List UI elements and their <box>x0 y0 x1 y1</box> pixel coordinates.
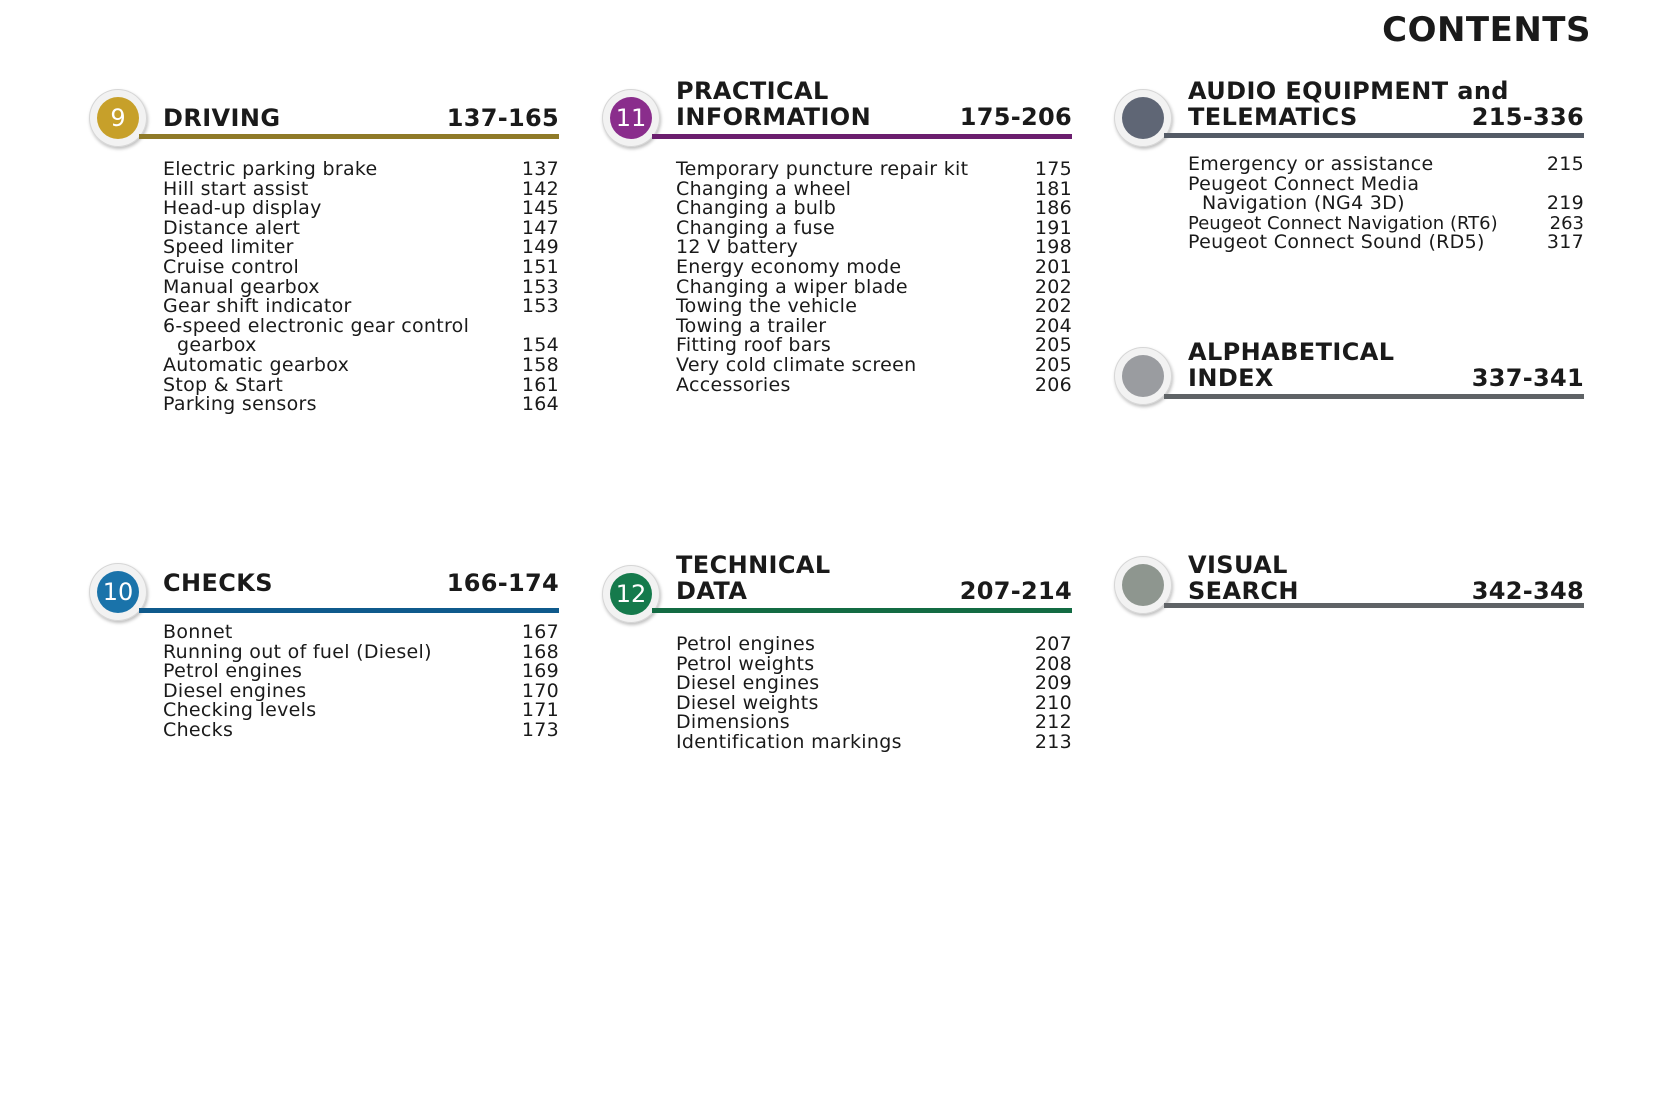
list-item[interactable]: Checks 173 <box>163 718 559 741</box>
section-page-range: 207-214 <box>959 577 1072 605</box>
section-title: ALPHABETICAL INDEX <box>1188 338 1395 392</box>
chapter-badge <box>1114 347 1172 405</box>
section-practical-information: 11 PRACTICAL INFORMATION 175-206 Tempora… <box>602 78 1072 394</box>
chapter-number: 10 <box>97 571 139 613</box>
list-item[interactable]: Accessories 206 <box>676 373 1072 396</box>
list-item[interactable]: Changing a wheel 181 <box>676 177 1072 200</box>
list-item[interactable]: Peugeot Connect Sound (RD5) 317 <box>1188 231 1584 254</box>
section-page-range: 137-165 <box>446 104 559 132</box>
section-rule <box>139 608 559 613</box>
chapter-disc <box>1122 355 1164 397</box>
list-item[interactable]: Cruise control 151 <box>163 255 559 278</box>
chapter-badge: 12 <box>602 565 660 623</box>
list-item[interactable]: Checking levels 171 <box>163 699 559 722</box>
list-item[interactable]: Diesel weights 210 <box>676 691 1072 714</box>
list-item[interactable]: Identification markings 213 <box>676 730 1072 753</box>
section-rule <box>1164 603 1584 608</box>
list-item[interactable]: Stop & Start 161 <box>163 373 559 396</box>
list-item[interactable]: Gear shift indicator 153 <box>163 295 559 318</box>
list-item[interactable]: Dimensions 212 <box>676 711 1072 734</box>
list-item[interactable]: Speed limiter 149 <box>163 236 559 259</box>
item-list: Electric parking brake 137 Hill start ass… <box>163 158 559 416</box>
list-item[interactable]: Changing a fuse 191 <box>676 216 1072 239</box>
item-list: Bonnet 167 Running out of fuel (Diesel) 16… <box>163 621 559 741</box>
chapter-badge: 11 <box>602 89 660 147</box>
list-item[interactable]: Automatic gearbox 158 <box>163 353 559 376</box>
list-item[interactable]: Running out of fuel (Diesel) 168 <box>163 640 559 663</box>
section-title: DRIVING <box>163 104 281 132</box>
item-list: Emergency or assistance 215 Peugeot Conne… <box>1188 153 1584 254</box>
section-page-range: 337-341 <box>1471 364 1584 392</box>
chapter-number: 11 <box>610 97 652 139</box>
list-item[interactable]: Changing a bulb 186 <box>676 197 1072 220</box>
list-item[interactable]: Towing a trailer 204 <box>676 314 1072 337</box>
list-item[interactable]: Manual gearbox 153 <box>163 275 559 298</box>
section-visual-search: VISUAL SEARCH 342-348 <box>1114 552 1584 614</box>
chapter-number: 9 <box>97 97 139 139</box>
list-item[interactable]: Diesel engines 170 <box>163 679 559 702</box>
section-driving: 9 DRIVING 137-165 Electric parking brake… <box>89 89 559 414</box>
section-rule <box>1164 133 1584 138</box>
section-title: CHECKS <box>163 569 273 597</box>
item-list: Petrol engines 207 Petrol weights 208 Dies… <box>676 633 1072 753</box>
chapter-number: 12 <box>610 573 652 615</box>
list-item[interactable]: Bonnet 167 <box>163 621 559 643</box>
section-page-range: 215-336 <box>1471 103 1584 131</box>
section-rule <box>1164 394 1584 399</box>
list-item[interactable]: Hill start assist 142 <box>163 177 559 200</box>
section-alphabetical-index: ALPHABETICAL INDEX 337-341 <box>1114 339 1584 405</box>
section-page-range: 175-206 <box>959 103 1072 131</box>
section-technical-data: 12 TECHNICAL DATA 207-214 Petrol engines… <box>602 552 1072 752</box>
section-audio-telematics: AUDIO EQUIPMENT and TELEMATICS 215-336 E… <box>1114 78 1584 252</box>
list-item[interactable]: Changing a wiper blade 202 <box>676 275 1072 298</box>
section-title: TECHNICAL DATA <box>676 551 831 605</box>
list-item[interactable]: Navigation (NG4 3D) 219 <box>1202 192 1584 215</box>
list-item[interactable]: 6-speed electronic gear control <box>163 314 470 337</box>
section-title: PRACTICAL INFORMATION <box>676 77 872 131</box>
section-page-range: 166-174 <box>446 569 559 597</box>
list-item[interactable]: Emergency or assistance 215 <box>1188 153 1584 175</box>
list-item[interactable]: Energy economy mode 201 <box>676 255 1072 278</box>
list-item[interactable]: Very cold climate screen 205 <box>676 353 1072 376</box>
list-item[interactable]: Parking sensors 164 <box>163 393 559 416</box>
list-item[interactable]: Petrol weights 208 <box>676 652 1072 675</box>
list-item[interactable]: Petrol engines 207 <box>676 633 1072 655</box>
section-checks: 10 CHECKS 166-174 Bonnet 167 Running out … <box>89 563 559 740</box>
section-title: VISUAL SEARCH <box>1188 551 1299 605</box>
list-item[interactable]: Diesel engines 209 <box>676 672 1072 695</box>
chapter-badge <box>1114 89 1172 147</box>
item-list: Temporary puncture repair kit 175 Changin… <box>676 158 1072 396</box>
list-item[interactable]: 12 V battery 198 <box>676 236 1072 259</box>
list-item[interactable]: Electric parking brake 137 <box>163 158 559 180</box>
section-rule <box>652 608 1072 613</box>
page-title: CONTENTS <box>1382 10 1591 50</box>
section-page-range: 342-348 <box>1471 577 1584 605</box>
chapter-disc <box>1122 564 1164 606</box>
chapter-badge <box>1114 556 1172 614</box>
list-item[interactable]: Peugeot Connect Media <box>1188 172 1420 195</box>
list-item[interactable]: Fitting roof bars 205 <box>676 334 1072 357</box>
list-item[interactable]: Distance alert 147 <box>163 216 559 239</box>
list-item[interactable]: Towing the vehicle 202 <box>676 295 1072 318</box>
list-item[interactable]: Petrol engines 169 <box>163 660 559 683</box>
chapter-badge: 9 <box>89 89 147 147</box>
chapter-disc <box>1122 97 1164 139</box>
list-item[interactable]: Temporary puncture repair kit 175 <box>676 158 1072 180</box>
chapter-badge: 10 <box>89 563 147 621</box>
section-title: AUDIO EQUIPMENT and TELEMATICS <box>1188 77 1509 131</box>
list-item[interactable]: Head-up display 145 <box>163 197 559 220</box>
list-item[interactable]: gearbox 154 <box>177 334 559 357</box>
list-item[interactable]: Peugeot Connect Navigation (RT6) 263 <box>1188 212 1584 234</box>
section-rule <box>139 134 559 139</box>
section-rule <box>652 134 1072 139</box>
